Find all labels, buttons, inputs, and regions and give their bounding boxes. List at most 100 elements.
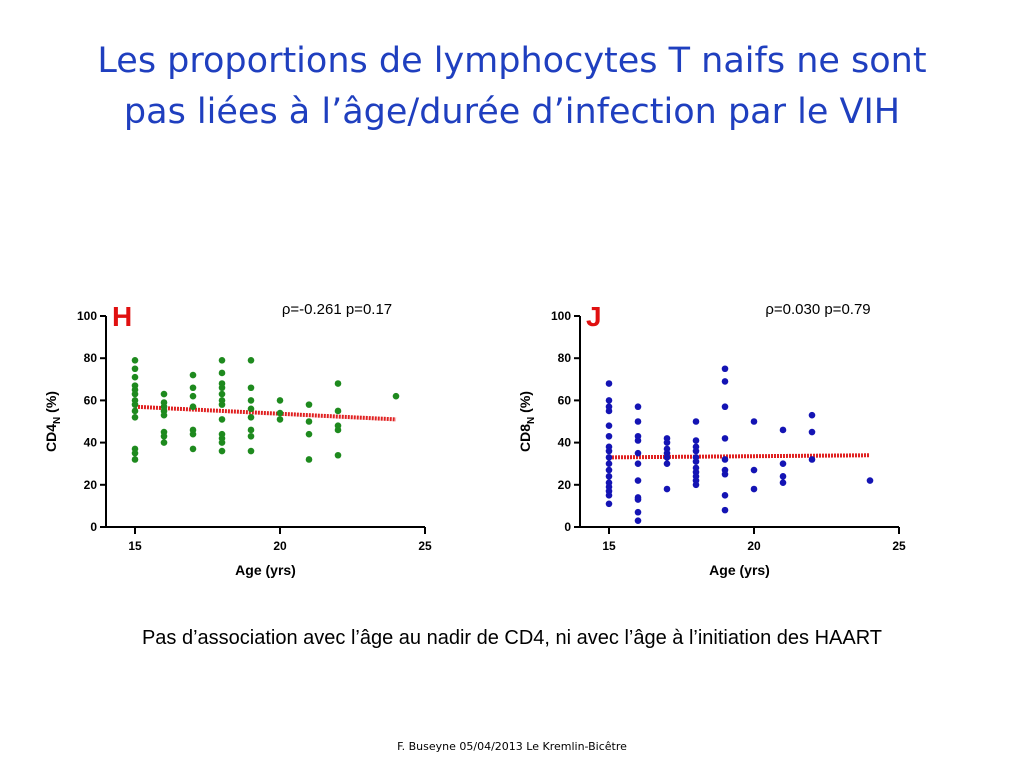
data-point: [218, 439, 226, 446]
data-point: [605, 492, 613, 499]
x-axis-label: Age (yrs): [235, 562, 296, 578]
data-point: [692, 458, 700, 465]
data-point: [779, 473, 787, 480]
y-axis-label: CD8N (%): [517, 391, 537, 452]
data-point: [334, 380, 342, 387]
data-point: [247, 405, 255, 413]
y-tick-label: 60: [558, 393, 572, 407]
data-point: [605, 380, 613, 387]
data-point: [189, 392, 197, 400]
data-point: [721, 378, 729, 385]
data-point: [663, 485, 671, 493]
data-point: [247, 397, 255, 404]
data-point: [131, 357, 139, 364]
data-point: [218, 390, 226, 398]
y-tick-label: 80: [558, 351, 572, 365]
x-tick-label: 25: [892, 539, 906, 553]
data-point: [750, 466, 758, 474]
data-point: [721, 365, 729, 373]
y-tick-label: 100: [551, 309, 571, 323]
slide-footer: F. Buseyne 05/04/2013 Le Kremlin-Bicêtre: [397, 740, 627, 753]
data-point: [160, 390, 168, 398]
data-point: [160, 411, 168, 419]
data-point: [276, 397, 284, 404]
data-point: [189, 384, 197, 392]
data-point: [692, 437, 700, 444]
data-point: [218, 384, 226, 392]
data-point: [131, 407, 139, 415]
data-point: [218, 447, 226, 455]
data-point: [305, 418, 313, 425]
data-point: [634, 449, 642, 457]
data-point: [605, 422, 613, 430]
data-point: [334, 407, 342, 415]
y-axis-label: CD4N (%): [43, 391, 63, 452]
x-tick-label: 20: [273, 539, 287, 553]
data-point: [131, 365, 139, 373]
x-tick-label: 25: [418, 539, 432, 553]
data-point: [218, 416, 226, 423]
data-point: [605, 500, 613, 508]
x-tick-label: 15: [602, 539, 616, 553]
data-point: [692, 481, 700, 489]
data-point: [247, 357, 255, 364]
data-point: [276, 409, 284, 417]
data-point: [663, 439, 671, 446]
data-point: [721, 435, 729, 442]
y-tick-label: 60: [84, 393, 98, 407]
data-point: [276, 416, 284, 423]
data-point: [721, 492, 729, 499]
y-tick-label: 40: [558, 436, 572, 450]
data-point: [634, 508, 642, 516]
data-point: [131, 401, 139, 408]
slide-title-line-1: Les proportions de lymphocytes T naifs n…: [97, 41, 927, 81]
data-point: [247, 426, 255, 434]
data-point: [634, 403, 642, 411]
data-point: [779, 426, 787, 434]
y-tick-label: 100: [77, 309, 97, 323]
data-point: [247, 384, 255, 392]
data-point: [247, 447, 255, 455]
stat-label: ρ=-0.261 p=0.17: [282, 301, 392, 318]
data-point: [131, 390, 139, 398]
y-tick-label: 0: [90, 520, 97, 534]
data-point: [189, 430, 197, 438]
data-point: [189, 403, 197, 411]
data-point: [779, 479, 787, 486]
data-point: [808, 456, 816, 463]
data-point: [218, 369, 226, 377]
slide-caption: Pas d’association avec l’âge au nadir de…: [141, 627, 883, 649]
data-point: [131, 373, 139, 381]
data-point: [692, 447, 700, 455]
data-point: [721, 470, 729, 478]
data-point: [634, 418, 642, 425]
data-point: [663, 454, 671, 461]
data-point: [131, 456, 139, 463]
data-point: [334, 451, 342, 459]
data-point: [634, 460, 642, 468]
data-point: [605, 407, 613, 415]
data-point: [160, 432, 168, 440]
data-point: [160, 439, 168, 446]
data-point: [750, 485, 758, 493]
data-point: [131, 449, 139, 457]
data-point: [605, 454, 613, 461]
data-point: [305, 430, 313, 438]
data-point: [866, 477, 874, 484]
chart-panel-j: 0 20 40 60 80 100 15 20 25 Age (yrs) CD8N (%) J ρ=0.…: [517, 301, 906, 578]
data-point: [218, 401, 226, 408]
data-point: [247, 413, 255, 421]
data-point: [605, 432, 613, 440]
y-tick-label: 40: [84, 436, 98, 450]
data-point: [808, 428, 816, 436]
data-point: [634, 517, 642, 524]
x-tick-label: 20: [747, 539, 761, 553]
slide-title-line-2: pas liées à l’âge/durée d’infection par …: [123, 92, 901, 132]
chart-panel-h: 0 20 40 60 80 100 15 20 25 Age (yrs) CD4N (%) H ρ=-0…: [43, 301, 432, 578]
data-point: [721, 403, 729, 411]
y-tick-label: 20: [84, 478, 98, 492]
data-point: [634, 437, 642, 444]
data-point: [721, 456, 729, 463]
data-point: [334, 426, 342, 434]
